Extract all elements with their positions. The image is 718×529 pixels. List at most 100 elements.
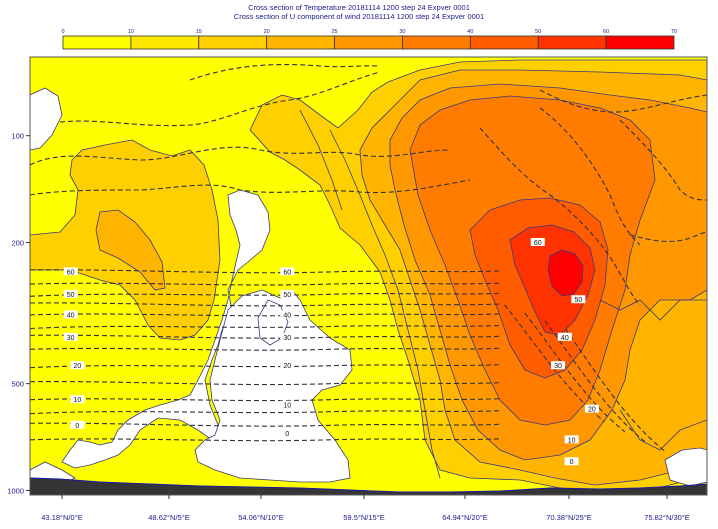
wind-contour: [629, 231, 707, 242]
wind-contour: [30, 381, 501, 386]
wind-label-background: [530, 237, 545, 246]
wind-contour-label: 50: [574, 297, 582, 304]
wind-label-background: [280, 267, 295, 276]
temperature-region-maximum: [547, 249, 584, 297]
wind-label-background: [63, 310, 78, 319]
wind-contour: [479, 127, 641, 306]
x-tick-label: 43.18°N/0°E: [41, 513, 82, 522]
wind-contour-label: 0: [285, 431, 289, 438]
cold-region-east-lower: [664, 447, 707, 487]
x-axis: 43.18°N/0°E 48.62°N/5°E 54.06°N/10°E 59.5°N…: [41, 495, 690, 522]
wind-label-background: [63, 289, 78, 298]
wind-label-background: [280, 428, 295, 437]
temperature-contour-line: [299, 109, 343, 211]
wind-contour: [30, 364, 501, 369]
wind-contour: [539, 107, 641, 246]
wind-contour: [59, 71, 381, 127]
wind-label-background: [63, 332, 78, 341]
wind-contour: [30, 398, 501, 402]
wind-contour-label: 10: [283, 403, 291, 410]
cold-region-west-upper: [30, 87, 63, 151]
wind-contour-label: 10: [73, 397, 81, 404]
wind-contour-label: 20: [588, 407, 596, 414]
wind-contour-label: 60: [534, 240, 542, 247]
wind-contour-label: 40: [67, 312, 75, 319]
colorbar-swatch: [402, 35, 471, 50]
colorbar-tick-label: 70: [671, 29, 677, 35]
wind-contour: [30, 410, 501, 415]
colorbar: 0 10 15 20 25 30 40 50 60 70: [61, 29, 677, 50]
x-tick-label: 70.38°N/25°E: [546, 513, 592, 522]
wind-contour: [30, 302, 501, 307]
y-tick-label: 500: [11, 380, 24, 389]
y-tick-label: 100: [11, 132, 24, 141]
wind-contour-label: 20: [283, 363, 291, 370]
wind-contour: [30, 313, 501, 317]
y-tick-label: 1000: [7, 486, 24, 495]
colorbar-swatch: [334, 35, 403, 50]
wind-label-background: [557, 332, 572, 341]
wind-contour-label: 20: [73, 363, 81, 370]
wind-contour-label: 30: [283, 335, 291, 342]
wind-label-background: [564, 435, 579, 444]
colorbar-swatch: [469, 35, 539, 50]
wind-contour: [30, 179, 471, 196]
wind-contour-group: [30, 63, 707, 306]
temperature-contour-line: [329, 129, 441, 479]
x-tick-label: 64.94°N/20°E: [442, 513, 488, 522]
colorbar-tick-label: 20: [264, 29, 270, 35]
wind-contour: [524, 312, 626, 433]
plot-frame: [29, 56, 708, 496]
wind-contour: [619, 119, 707, 201]
wind-contour-label: 0: [570, 459, 574, 466]
wind-label-background: [564, 457, 579, 466]
x-tick-label: 75.82°N/30°E: [644, 513, 690, 522]
colorbar-swatch: [605, 35, 675, 50]
wind-label-background: [280, 400, 295, 409]
temperature-contour-line: [619, 409, 707, 451]
wind-contour-label: 60: [283, 269, 291, 276]
wind-label-background: [280, 289, 295, 298]
wind-contour-labels: 60 50 40 30 20 10 0 60 50 40 30 20 10 0 60 50 40 30 20 10 0: [63, 237, 599, 466]
temperature-contour-line: [599, 299, 707, 321]
wind-contour: [30, 334, 501, 339]
chart-title-block: Cross section of Temperature 20181114 12…: [0, 3, 718, 21]
chart-title-line-1: Cross section of Temperature 20181114 12…: [248, 3, 470, 12]
colorbar-tick-label: 15: [196, 29, 202, 35]
wind-levels-group: [30, 269, 666, 453]
colorbar-tick-label: 60: [603, 29, 609, 35]
wind-contour-label: 0: [75, 423, 79, 430]
colorbar-swatch: [198, 35, 268, 50]
wind-label-background: [63, 267, 78, 276]
colorbar-tick-label: 25: [331, 29, 337, 35]
wind-label-background: [70, 361, 85, 370]
wind-contour-label: 50: [67, 292, 75, 299]
wind-contour: [30, 324, 501, 330]
colorbar-swatch: [130, 35, 200, 50]
terrain-edge-line: [30, 477, 707, 493]
wind-label-background: [280, 332, 295, 341]
wind-contour: [544, 320, 646, 443]
colorbar-swatch: [266, 35, 335, 50]
wind-label-background: [584, 404, 599, 413]
x-tick-label: 59.5°N/15°E: [343, 513, 384, 522]
wind-contour: [30, 282, 501, 286]
wind-contour: [30, 269, 501, 274]
wind-contour: [30, 146, 451, 166]
wind-contour: [539, 89, 707, 113]
y-axis: 100 200 500 1000: [7, 132, 30, 495]
colorbar-tick-label: 40: [467, 29, 473, 35]
wind-label-background: [551, 361, 566, 370]
wind-contour-label: 30: [67, 335, 75, 342]
wind-label-background: [571, 295, 586, 304]
wind-label-background: [280, 310, 295, 319]
colorbar-tick-label: 50: [535, 29, 541, 35]
wind-contour-label: 60: [67, 269, 75, 276]
wind-contour: [30, 438, 501, 442]
chart-title-line-2: Cross section of U component of wind 201…: [233, 12, 485, 21]
y-tick-label: 200: [11, 238, 24, 247]
wind-contour-label: 50: [283, 292, 291, 299]
wind-contour-label: 10: [568, 437, 576, 444]
wind-contour-label: 40: [283, 312, 291, 319]
